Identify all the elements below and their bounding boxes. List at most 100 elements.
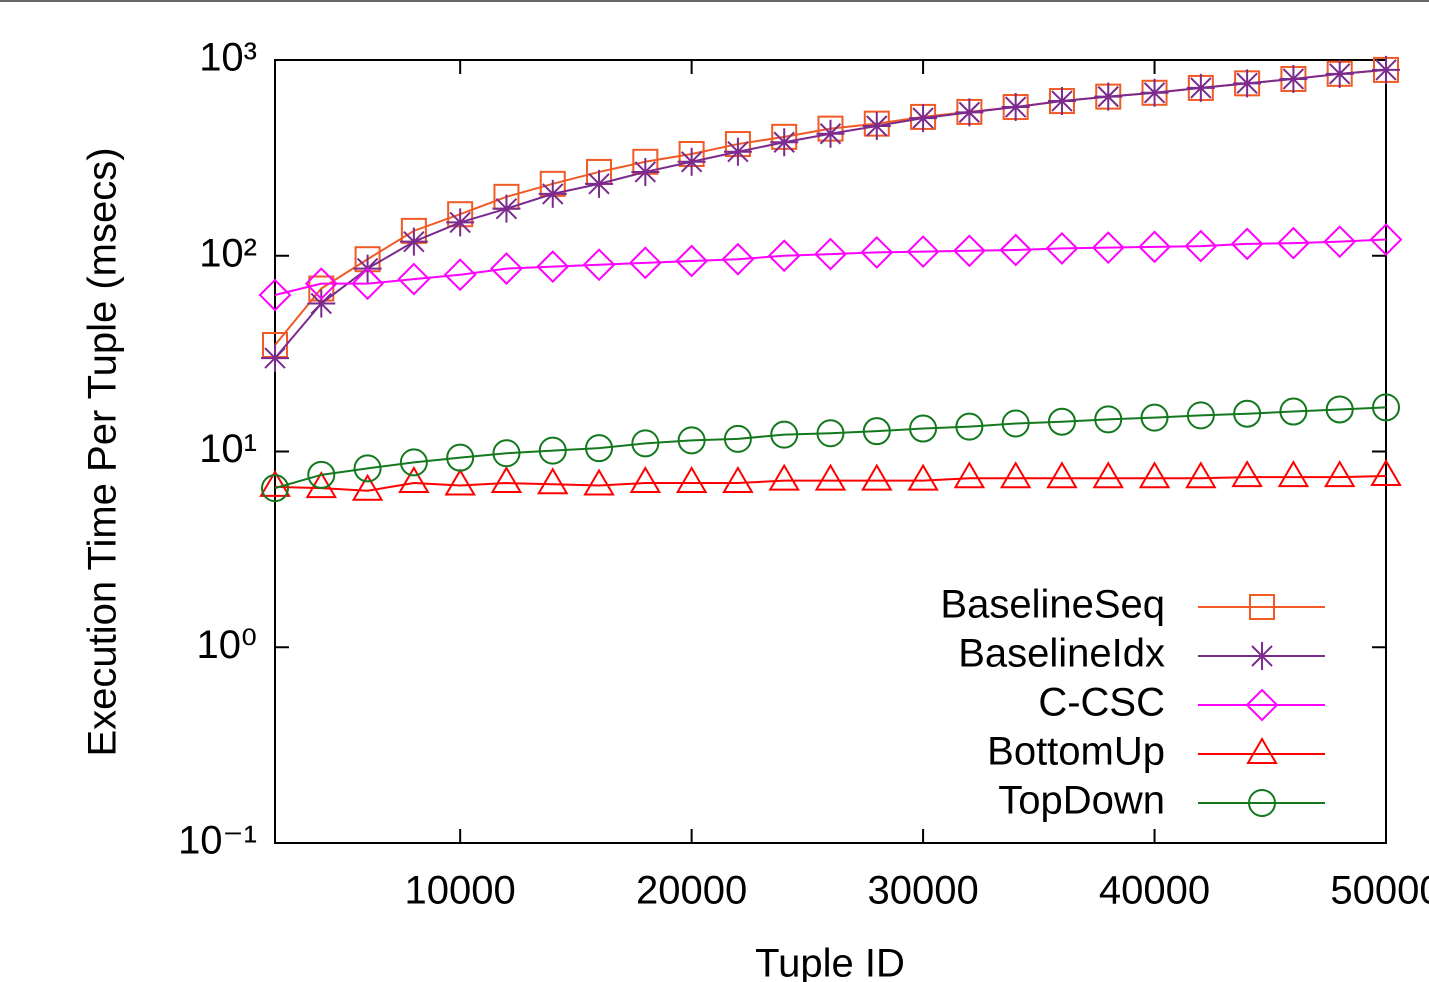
- marker-shape: [399, 448, 428, 477]
- marker-shape: [1094, 405, 1123, 434]
- y-tick-label: 10¹: [199, 427, 257, 471]
- marker: [259, 469, 291, 497]
- legend-label: C-CSC: [1038, 681, 1165, 725]
- marker-shape: [1279, 64, 1308, 93]
- marker-shape: [862, 417, 891, 446]
- marker: [1185, 461, 1217, 489]
- marker: [722, 466, 754, 494]
- marker-shape: [1045, 232, 1079, 265]
- marker: [999, 461, 1032, 489]
- marker: [1245, 688, 1279, 722]
- marker: [397, 262, 431, 296]
- marker-shape: [909, 414, 938, 443]
- marker-shape: [492, 194, 521, 223]
- marker: [1231, 460, 1263, 488]
- marker: [816, 119, 845, 148]
- marker-shape: [398, 466, 430, 494]
- x-tick-label: 30000: [867, 869, 978, 913]
- series-line: [274, 68, 1387, 359]
- marker: [585, 434, 614, 463]
- marker: [1248, 642, 1276, 670]
- marker-shape: [583, 468, 615, 496]
- marker-shape: [723, 137, 752, 166]
- marker-shape: [258, 278, 292, 312]
- marker-shape: [444, 468, 476, 496]
- x-axis-label: Tuple ID: [755, 942, 905, 982]
- marker: [351, 267, 384, 301]
- marker: [261, 474, 289, 503]
- marker: [1325, 395, 1354, 424]
- marker-shape: [1140, 403, 1169, 432]
- marker-shape: [1047, 87, 1076, 116]
- y-tick-label: 10³: [199, 36, 257, 80]
- legend-label: BaselineSeq: [940, 583, 1165, 627]
- plot-frame: [274, 59, 1387, 844]
- marker-shape: [722, 466, 754, 494]
- marker: [261, 344, 289, 373]
- marker: [1045, 232, 1079, 265]
- marker: [909, 414, 938, 443]
- marker: [1047, 87, 1076, 116]
- marker: [675, 244, 709, 278]
- marker-shape: [999, 461, 1032, 489]
- marker-shape: [538, 179, 567, 208]
- marker: [677, 147, 706, 176]
- marker: [1091, 231, 1125, 265]
- marker: [1094, 82, 1123, 111]
- marker-shape: [770, 128, 799, 157]
- marker-shape: [538, 436, 567, 465]
- marker-shape: [953, 461, 986, 489]
- marker: [1001, 409, 1030, 438]
- marker-shape: [816, 119, 845, 148]
- marker-shape: [677, 147, 706, 176]
- marker: [304, 267, 338, 301]
- y-tick-label: 10²: [199, 231, 257, 275]
- marker-shape: [582, 248, 616, 282]
- marker-shape: [446, 208, 475, 237]
- marker-shape: [261, 474, 289, 503]
- marker: [446, 208, 475, 237]
- marker-shape: [814, 463, 847, 491]
- marker-shape: [909, 104, 938, 133]
- marker-shape: [443, 258, 477, 292]
- marker: [490, 252, 523, 285]
- marker: [955, 412, 984, 441]
- marker: [768, 463, 800, 491]
- marker: [1325, 59, 1354, 88]
- marker-shape: [955, 412, 984, 441]
- marker-shape: [1047, 407, 1076, 436]
- marker-shape: [1001, 93, 1030, 122]
- marker: [721, 242, 755, 276]
- marker-shape: [1325, 395, 1354, 424]
- marker: [675, 466, 708, 494]
- marker-shape: [860, 236, 894, 269]
- marker-shape: [629, 466, 662, 494]
- marker-shape: [1248, 789, 1276, 817]
- marker-shape: [675, 244, 709, 278]
- marker-shape: [1094, 82, 1123, 111]
- marker: [1277, 460, 1310, 488]
- marker-shape: [259, 469, 291, 497]
- marker: [1140, 78, 1169, 107]
- marker-shape: [304, 267, 338, 301]
- marker: [677, 426, 706, 455]
- marker: [1372, 55, 1400, 84]
- marker: [955, 98, 984, 127]
- series-line: [274, 474, 1387, 492]
- marker-shape: [907, 463, 939, 491]
- legend-label: BottomUp: [987, 730, 1165, 774]
- marker-shape: [628, 246, 662, 280]
- marker-shape: [1248, 642, 1276, 670]
- marker: [1233, 69, 1262, 98]
- marker: [814, 237, 847, 271]
- marker-shape: [307, 289, 336, 318]
- marker-shape: [1233, 399, 1262, 428]
- marker-shape: [1277, 226, 1310, 260]
- x-tick-label: 50000: [1330, 869, 1429, 913]
- legend-label: BaselineIdx: [958, 632, 1165, 676]
- marker: [1279, 64, 1308, 93]
- marker: [537, 467, 569, 495]
- marker: [399, 448, 428, 477]
- marker: [723, 424, 752, 453]
- marker: [1140, 403, 1169, 432]
